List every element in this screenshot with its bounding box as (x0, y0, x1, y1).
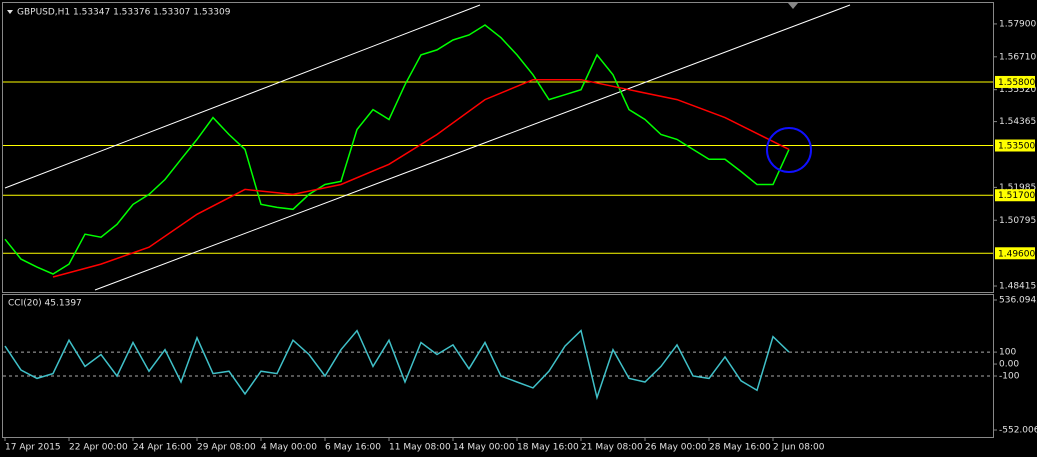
y-tick-label: 1.50795 (999, 216, 1036, 226)
x-tick-label: 24 Apr 16:00 (133, 443, 192, 453)
highlight-circle (766, 127, 812, 173)
x-tick-label: 2 Jun 08:00 (773, 443, 825, 453)
y-tick-label: 1.55520 (999, 85, 1036, 95)
y-tick-label: -100 (999, 371, 1020, 381)
level-label: 1.49600 (998, 249, 1035, 259)
x-tick-label: 11 May 08:00 (389, 443, 451, 453)
y-tick-label: 100 (999, 348, 1016, 358)
level-label-box (995, 139, 1035, 152)
series-line (52, 78, 790, 278)
x-tick-label: 29 Apr 08:00 (197, 443, 256, 453)
y-tick-label: 1.48415 (999, 282, 1036, 292)
chart-title: GBPUSD,H1 1.53347 1.53376 1.53307 1.5330… (17, 8, 231, 18)
cci-frame (2, 294, 994, 438)
y-tick-label: 536.0942 (999, 296, 1037, 306)
level-label-box (995, 247, 1035, 260)
x-tick-label: 17 Apr 2015 (5, 443, 61, 453)
cci-title: CCI(20) 45.1397 (8, 299, 82, 309)
level-label: 1.55800 (998, 78, 1035, 88)
series-line (4, 329, 790, 401)
x-tick-label: 21 May 08:00 (581, 443, 643, 453)
x-tick-label: 18 May 16:00 (517, 443, 579, 453)
series-line (4, 24, 790, 275)
x-tick-label: 28 May 16:00 (709, 443, 771, 453)
y-tick-label: 0.00 (999, 360, 1019, 370)
y-tick-label: 1.51985 (999, 183, 1036, 193)
y-tick-label: 1.57900 (999, 19, 1036, 29)
plot-layer (4, 24, 790, 401)
level-label-box (995, 75, 1035, 88)
channel-lower (94, 4, 851, 291)
main-frame (2, 2, 994, 293)
levels-layer (3, 81, 993, 377)
x-tick-label: 6 May 16:00 (325, 443, 381, 453)
x-tick-label: 14 May 00:00 (453, 443, 515, 453)
level-label: 1.51700 (998, 191, 1035, 201)
level-label: 1.53500 (998, 142, 1035, 152)
channel (4, 4, 851, 291)
y-tick-label: 1.56710 (999, 52, 1036, 62)
shift-marker (788, 3, 798, 9)
x-tick-label: 26 May 00:00 (645, 443, 707, 453)
level-label-box (995, 189, 1035, 202)
x-tick-label: 4 May 00:00 (261, 443, 317, 453)
x-tick-label: 22 Apr 00:00 (69, 443, 128, 453)
y-tick-label: -552.0064 (999, 426, 1037, 436)
channel-upper (4, 4, 481, 189)
title-arrow (7, 10, 13, 14)
y-tick-label: 1.54365 (999, 117, 1036, 127)
axes-layer: 1.57900 1.56710 1.55520 1.54365 1.51985 1.507… (4, 19, 1037, 453)
